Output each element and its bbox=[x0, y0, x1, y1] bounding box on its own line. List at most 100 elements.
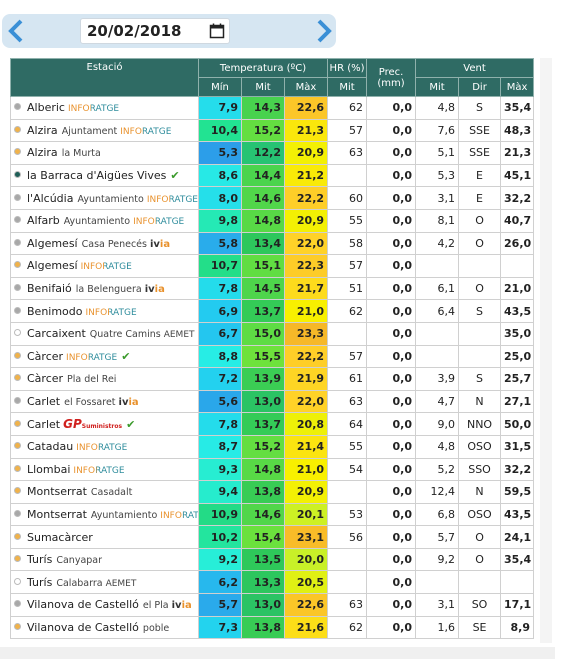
temperature-cell: 5,8 bbox=[198, 231, 242, 256]
station-row: Catadau INFORATGE 8,7 15,2 21,4 55 0,0 4,8 OSO 31… bbox=[10, 434, 535, 459]
station-place: la Murta bbox=[61, 148, 101, 160]
humidity-cell: 60 bbox=[327, 186, 368, 210]
header-cell: Mín bbox=[198, 77, 242, 97]
temperature-cell: 5,3 bbox=[198, 141, 242, 165]
temperature-cell: 20,8 bbox=[283, 412, 329, 436]
date-text: 20/02/2018 bbox=[87, 22, 182, 40]
station-name: Carlet bbox=[27, 395, 61, 409]
precipitation-cell: 0,0 bbox=[366, 412, 417, 436]
station-row: Benimodo INFORATGE 6,9 13,7 21,0 62 0,0 6,4 S 43,… bbox=[10, 299, 535, 323]
wind-max-cell bbox=[500, 254, 535, 278]
header-cell: Mit bbox=[415, 77, 460, 97]
station-source: AEMET bbox=[163, 330, 195, 341]
station-cell: Carlet el Fossaret ivia bbox=[10, 389, 199, 414]
wind-direction-cell: O bbox=[458, 276, 502, 301]
temperature-cell: 21,6 bbox=[283, 615, 329, 640]
temperature-cell: 7,8 bbox=[198, 276, 242, 301]
wind-speed-cell: 9,0 bbox=[415, 412, 460, 436]
station-cell: Carcaixent Quatre Camins AEMET bbox=[10, 321, 199, 346]
temperature-cell: 12,2 bbox=[241, 141, 285, 165]
station-name: Vilanova de Castelló bbox=[27, 620, 139, 634]
humidity-cell: 54 bbox=[327, 457, 368, 482]
status-dot bbox=[14, 600, 21, 608]
precipitation-cell: 0,0 bbox=[366, 118, 417, 143]
station-name: Llombai bbox=[27, 462, 71, 476]
humidity-cell: 57 bbox=[327, 254, 368, 278]
vertical-scrollbar[interactable] bbox=[540, 58, 552, 643]
temperature-cell: 22,3 bbox=[283, 254, 329, 278]
humidity-cell: 63 bbox=[327, 389, 368, 414]
station-cell: Alzira Ajuntament INFORATGE bbox=[10, 118, 199, 143]
temperature-cell: 13,8 bbox=[241, 480, 285, 504]
status-dot bbox=[14, 238, 21, 246]
horizontal-scrollbar[interactable] bbox=[0, 647, 555, 659]
station-name: Alberic bbox=[27, 101, 65, 115]
status-dot bbox=[14, 509, 21, 517]
temperature-cell: 22,6 bbox=[283, 96, 329, 120]
humidity-cell bbox=[327, 547, 368, 572]
wind-direction-cell: O bbox=[458, 525, 502, 549]
station-source: ivia bbox=[118, 397, 139, 409]
wind-max-cell: 43,5 bbox=[500, 502, 535, 527]
previous-day-button[interactable] bbox=[6, 18, 26, 44]
station-cell: Vilanova de Castelló el Pla ivia bbox=[10, 593, 199, 617]
wind-max-cell: 8,9 bbox=[500, 615, 535, 640]
wind-max-cell: 35,0 bbox=[500, 321, 535, 346]
precipitation-cell: 0,0 bbox=[366, 502, 417, 527]
station-place: Canyapar bbox=[56, 555, 103, 567]
station-cell: Carlet GPSuministros ✔ bbox=[10, 412, 199, 436]
station-name: Carcaixent bbox=[27, 327, 86, 341]
wind-direction-cell: S bbox=[458, 299, 502, 323]
status-dot bbox=[14, 487, 21, 495]
precipitation-cell: 0,0 bbox=[366, 254, 417, 278]
next-day-button[interactable] bbox=[314, 18, 334, 44]
temperature-cell: 13,8 bbox=[241, 615, 285, 640]
precipitation-cell: 0,0 bbox=[366, 525, 417, 549]
wind-max-cell: 26,0 bbox=[500, 231, 535, 256]
humidity-cell: 57 bbox=[327, 118, 368, 143]
precipitation-cell: 0,0 bbox=[366, 344, 417, 369]
station-source: GP bbox=[63, 417, 82, 432]
wind-max-cell: 32,2 bbox=[500, 457, 535, 482]
precipitation-cell: 0,0 bbox=[366, 547, 417, 572]
station-source-sub: Suministros bbox=[81, 423, 123, 431]
wind-max-cell: 32,2 bbox=[500, 186, 535, 210]
status-dot bbox=[14, 374, 21, 382]
temperature-cell: 21,0 bbox=[283, 299, 329, 323]
station-cell: Càrcer INFORATGE ✔ bbox=[10, 344, 199, 369]
temperature-cell: 20,9 bbox=[283, 208, 329, 233]
station-source: INFORATGE bbox=[67, 104, 120, 115]
temperature-cell: 14,6 bbox=[241, 186, 285, 210]
check-icon: ✔ bbox=[121, 349, 131, 363]
station-source: INFORATGE bbox=[133, 217, 185, 228]
table-body: Alberic INFORATGE 7,9 14,3 22,6 62 0,0 4,8 S 35,4… bbox=[10, 96, 535, 640]
calendar-icon[interactable] bbox=[209, 23, 225, 39]
status-dot bbox=[14, 148, 21, 156]
status-dot bbox=[14, 125, 21, 133]
station-cell: MontserratAyuntamientoINFORATGE bbox=[10, 502, 199, 527]
table-header: Estació Temperatura (ºC) HR (%) Prec. (mm… bbox=[10, 58, 535, 97]
status-dot bbox=[14, 193, 21, 201]
wind-max-cell: 24,1 bbox=[500, 525, 535, 549]
wind-direction-cell: O bbox=[458, 208, 502, 233]
humidity-cell: 63 bbox=[327, 141, 368, 165]
station-row: Montserrat Casadalt 9,4 13,8 20,9 0,0 12,4 N 59,… bbox=[10, 480, 535, 504]
precipitation-cell: 0,0 bbox=[366, 141, 417, 165]
station-cell: l'Alcúdia Ayuntamiento INFORATGE bbox=[10, 186, 199, 210]
date-input[interactable]: 20/02/2018 bbox=[80, 18, 230, 44]
wind-speed-cell: 4,7 bbox=[415, 389, 460, 414]
station-place: Calabarra bbox=[56, 577, 103, 589]
station-name: l'Alcúdia bbox=[27, 191, 74, 205]
header-row: Estació Temperatura (ºC) HR (%) Prec. (mm… bbox=[10, 58, 535, 97]
station-source: INFORATGE bbox=[66, 352, 118, 363]
station-name: Benifaió bbox=[27, 282, 72, 296]
wind-speed-cell: 5,2 bbox=[415, 457, 460, 482]
station-row: Alzira la Murta 5,3 12,2 20,9 63 0,0 5,1 SSE 21,3 bbox=[10, 141, 535, 165]
wind-speed-cell: 7,6 bbox=[415, 118, 460, 143]
station-place: Ajuntament bbox=[61, 125, 118, 137]
humidity-cell: 53 bbox=[327, 502, 368, 527]
precipitation-cell: 0,0 bbox=[366, 231, 417, 256]
temperature-cell: 21,3 bbox=[283, 118, 329, 143]
